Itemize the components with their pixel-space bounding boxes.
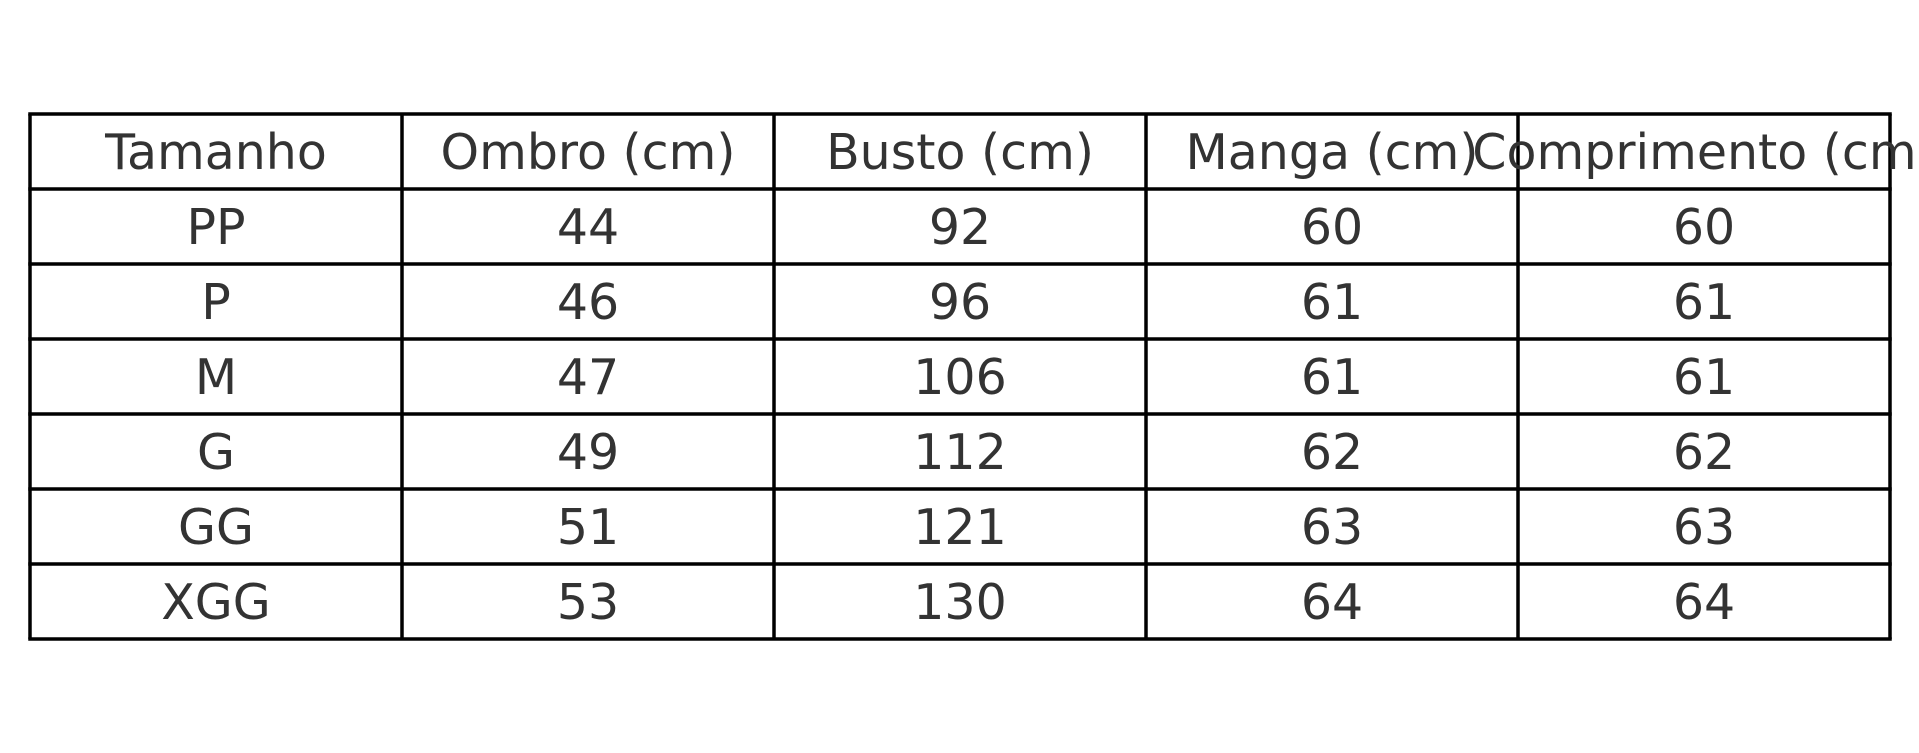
table-cell: 60 bbox=[1301, 199, 1363, 256]
table-cell: XGG bbox=[161, 574, 271, 631]
header-cell: Ombro (cm) bbox=[441, 124, 736, 181]
table-cell: 49 bbox=[557, 424, 619, 481]
table-cell: 92 bbox=[929, 199, 991, 256]
table-cell: 47 bbox=[557, 349, 619, 406]
table-cell: 62 bbox=[1673, 424, 1735, 481]
table-cell: 63 bbox=[1301, 499, 1363, 556]
table-cell: 106 bbox=[913, 349, 1007, 406]
table-cell: P bbox=[201, 274, 231, 331]
table-cell: 53 bbox=[557, 574, 619, 631]
table-cell: 64 bbox=[1301, 574, 1363, 631]
header-cell: Comprimento (cm) bbox=[1472, 124, 1919, 181]
table-cell: 51 bbox=[557, 499, 619, 556]
header-cell: Busto (cm) bbox=[826, 124, 1094, 181]
table-cell: 63 bbox=[1673, 499, 1735, 556]
table-cell: M bbox=[195, 349, 237, 406]
table-cell: G bbox=[197, 424, 235, 481]
header-cell: Tamanho bbox=[104, 124, 327, 181]
table-cell: 46 bbox=[557, 274, 619, 331]
table-cell: 96 bbox=[929, 274, 991, 331]
table-cell: GG bbox=[178, 499, 254, 556]
table-cell: 61 bbox=[1673, 349, 1735, 406]
table-cell: 130 bbox=[913, 574, 1007, 631]
table-cell: 60 bbox=[1673, 199, 1735, 256]
table-cell: 112 bbox=[913, 424, 1007, 481]
table-cell: 61 bbox=[1301, 349, 1363, 406]
table-cell: PP bbox=[186, 199, 245, 256]
table-cell: 121 bbox=[913, 499, 1007, 556]
table-cell: 61 bbox=[1673, 274, 1735, 331]
table-cell: 62 bbox=[1301, 424, 1363, 481]
header-cell: Manga (cm) bbox=[1186, 124, 1479, 181]
table-cell: 61 bbox=[1301, 274, 1363, 331]
table-cell: 64 bbox=[1673, 574, 1735, 631]
table-cell: 44 bbox=[557, 199, 619, 256]
